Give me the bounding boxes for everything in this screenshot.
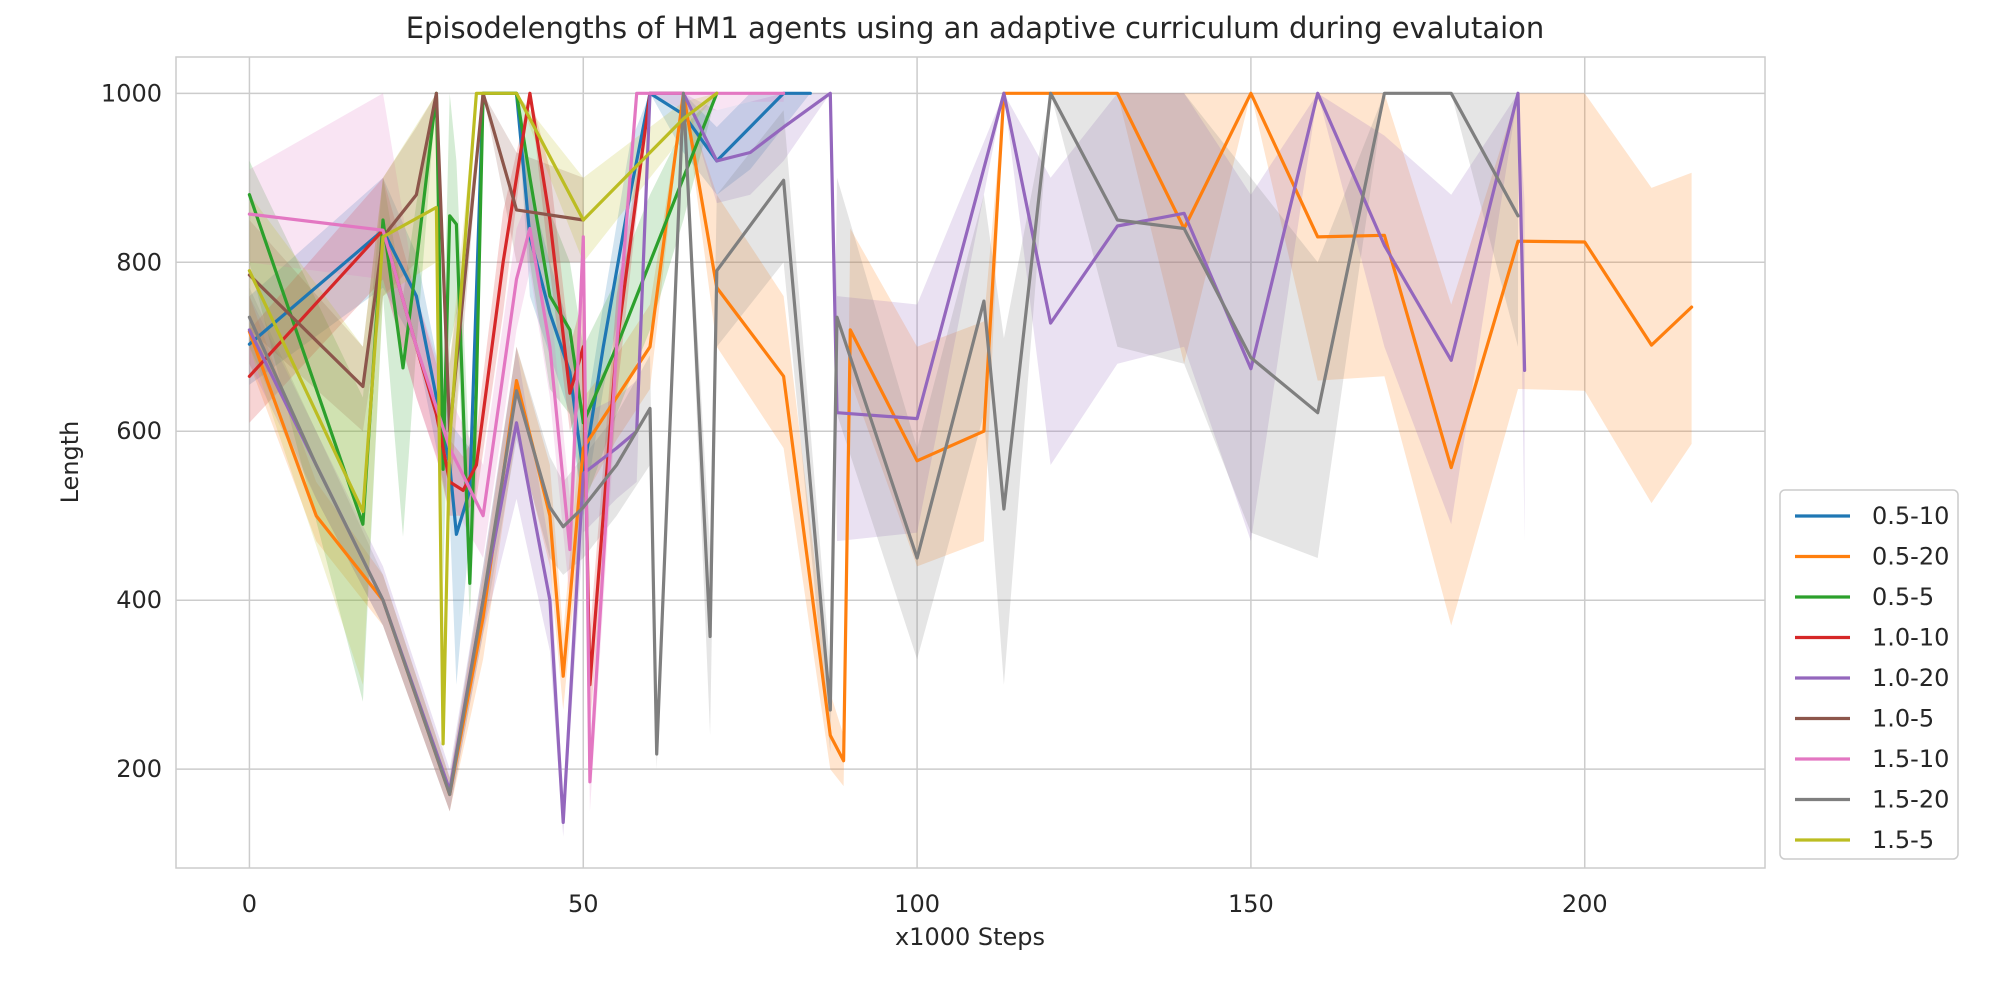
confidence-band-1.0-5 bbox=[249, 93, 584, 499]
y-axis-ticks: 200 400 600 800 1000 bbox=[101, 79, 162, 783]
series-line-1.0-20 bbox=[247, 91, 1527, 825]
chart-title: Episodelengths of HM1 agents using an ad… bbox=[406, 11, 1545, 45]
legend-label: 1.0-10 bbox=[1872, 624, 1949, 652]
y-tick-label: 200 bbox=[116, 755, 162, 783]
series-line-1.0-5 bbox=[247, 91, 585, 433]
y-axis-label: Length bbox=[56, 421, 84, 504]
series-line-1.5-10 bbox=[247, 91, 786, 784]
y-tick-label: 1000 bbox=[101, 79, 162, 107]
y-tick-label: 800 bbox=[116, 248, 162, 276]
x-tick-label: 100 bbox=[894, 890, 940, 918]
series-line-0.5-5 bbox=[247, 91, 719, 585]
legend-label: 1.0-20 bbox=[1872, 664, 1949, 692]
legend-label: 1.0-5 bbox=[1872, 705, 1934, 733]
legend: 0.5-10 0.5-20 0.5-5 1.0-10 1.0-20 1.0-5 1.5-10… bbox=[1779, 489, 1959, 860]
confidence-band-0.5-5 bbox=[249, 93, 717, 702]
x-tick-label: 50 bbox=[568, 890, 599, 918]
confidence-band-0.5-20 bbox=[249, 93, 1692, 812]
series-line-0.5-20 bbox=[247, 91, 1694, 797]
y-tick-label: 400 bbox=[116, 586, 162, 614]
confidence-band-1.5-10 bbox=[249, 93, 784, 812]
legend-label: 1.5-5 bbox=[1872, 826, 1934, 854]
legend-frame bbox=[1779, 489, 1959, 860]
legend-label: 0.5-20 bbox=[1872, 543, 1949, 571]
legend-label: 0.5-5 bbox=[1872, 583, 1934, 611]
legend-label: 1.5-20 bbox=[1872, 786, 1949, 814]
x-axis-ticks: 0 50 100 150 200 bbox=[242, 890, 1608, 918]
series-line-1.5-20 bbox=[247, 91, 1520, 797]
x-axis-label: x1000 Steps bbox=[895, 923, 1045, 951]
legend-label: 1.5-10 bbox=[1872, 745, 1949, 773]
x-tick-label: 150 bbox=[1228, 890, 1274, 918]
confidence-band-1.5-5 bbox=[249, 93, 717, 753]
confidence-band-1.5-20 bbox=[249, 93, 1518, 812]
y-tick-label: 600 bbox=[116, 417, 162, 445]
series-lines bbox=[247, 91, 1694, 825]
x-tick-label: 0 bbox=[242, 890, 257, 918]
plot-frame bbox=[175, 56, 1766, 869]
series-line-0.5-10 bbox=[247, 91, 812, 536]
series-line-1.5-5 bbox=[247, 91, 719, 746]
legend-label: 0.5-10 bbox=[1872, 502, 1949, 530]
x-tick-label: 200 bbox=[1562, 890, 1608, 918]
